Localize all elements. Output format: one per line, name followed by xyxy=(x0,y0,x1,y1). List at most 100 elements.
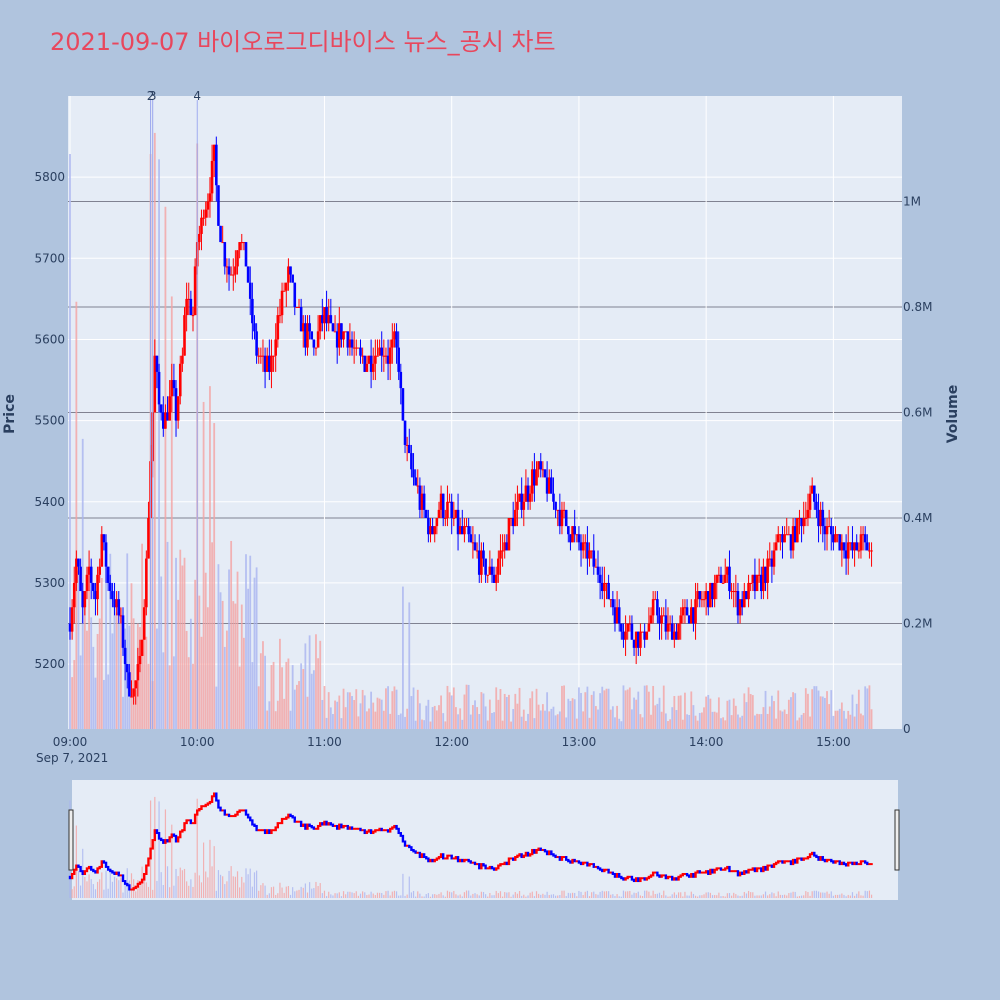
volume-bar xyxy=(792,692,794,729)
candle-body xyxy=(284,282,288,291)
mini-candle xyxy=(439,853,443,859)
candle-body xyxy=(834,534,837,543)
range-slider-left-handle[interactable] xyxy=(68,809,74,871)
candle-body xyxy=(342,331,345,340)
volume-bar xyxy=(321,699,324,729)
mini-volume-bar xyxy=(784,894,786,898)
range-slider[interactable] xyxy=(68,780,900,900)
mini-volume-bar xyxy=(790,892,792,898)
mini-volume-bar xyxy=(864,890,866,898)
mini-volume-bar xyxy=(202,842,205,898)
candle-body xyxy=(577,534,581,543)
mini-candle xyxy=(700,871,704,874)
volume-bar xyxy=(238,666,241,729)
candle-body xyxy=(136,664,140,681)
mini-volume-bar xyxy=(103,889,105,898)
mini-candle xyxy=(573,858,576,863)
mini-volume-bar xyxy=(482,891,485,898)
mini-volume-bar xyxy=(586,890,589,898)
mini-candle xyxy=(219,806,222,812)
volume-bar xyxy=(783,709,786,729)
candle-body xyxy=(89,566,93,583)
mini-volume-bar xyxy=(552,894,555,898)
volume-bar xyxy=(323,686,326,729)
mini-volume-bar xyxy=(232,876,234,898)
mini-candle xyxy=(760,867,763,873)
mini-volume-bar xyxy=(457,895,459,898)
mini-volume-bar xyxy=(243,882,245,898)
mini-candle xyxy=(238,809,241,813)
y2-tick-label: 0.4M xyxy=(903,511,932,525)
mini-volume-bar xyxy=(99,879,101,898)
volume-bar xyxy=(173,656,175,729)
mini-volume-bar xyxy=(813,890,815,898)
mini-volume-bar xyxy=(270,887,273,898)
mini-volume-bar xyxy=(478,895,480,898)
mini-candle xyxy=(603,868,606,873)
mini-candle xyxy=(787,860,791,863)
volume-bar xyxy=(90,617,93,729)
volume-bar xyxy=(395,689,398,729)
mini-volume-bar xyxy=(453,890,455,898)
mini-candle xyxy=(367,829,371,833)
mini-candle xyxy=(643,877,646,881)
candle-body xyxy=(692,607,695,624)
mini-candle xyxy=(168,836,171,843)
volume-bar xyxy=(192,663,194,729)
mini-volume-bar xyxy=(754,895,756,898)
mini-volume-bar xyxy=(550,894,552,898)
mini-volume-bar xyxy=(741,895,743,898)
volume-bar xyxy=(544,710,546,729)
mini-candle xyxy=(654,871,657,874)
volume-bar xyxy=(183,557,186,729)
candle-body xyxy=(499,550,502,559)
candle-body xyxy=(832,534,835,543)
candle-body xyxy=(229,274,233,276)
mini-candle xyxy=(346,824,349,830)
volume-bar xyxy=(372,702,375,729)
mini-volume-bar xyxy=(686,895,688,898)
volume-bar xyxy=(796,720,799,729)
volume-bar xyxy=(111,633,114,729)
mini-candle xyxy=(681,872,685,877)
volume-bar xyxy=(344,707,347,729)
candle-body xyxy=(221,242,224,244)
candle-body xyxy=(200,217,203,234)
volume-bar xyxy=(866,688,869,729)
mini-candle xyxy=(198,808,201,812)
mini-volume-bar xyxy=(436,894,438,898)
mini-candle xyxy=(263,829,267,835)
candle-body xyxy=(600,582,604,592)
volume-bar xyxy=(531,691,534,729)
candle-body xyxy=(75,558,78,583)
volume-bar xyxy=(295,684,298,729)
x-tick-label: 15:00 xyxy=(816,735,851,749)
mini-volume-bar xyxy=(266,894,268,898)
candle-body xyxy=(395,331,398,348)
mini-candle xyxy=(853,861,856,866)
mini-volume-bar xyxy=(601,890,603,898)
volume-bar xyxy=(578,687,580,729)
mini-volume-bar xyxy=(283,892,285,898)
mini-candle xyxy=(478,863,481,870)
mini-volume-bar xyxy=(499,891,502,898)
volume-bar xyxy=(754,715,756,729)
candle-body xyxy=(526,485,530,502)
candle-body xyxy=(255,331,258,356)
mini-candle xyxy=(528,853,532,857)
mini-volume-bar xyxy=(803,895,805,898)
mini-candle xyxy=(596,865,600,870)
mini-volume-bar xyxy=(794,891,796,898)
mini-candle xyxy=(123,880,127,885)
candle-body xyxy=(357,347,360,349)
mini-candle xyxy=(630,875,634,881)
y-tick-label: 5400 xyxy=(34,495,65,509)
candle-body xyxy=(422,493,426,510)
mini-candle xyxy=(728,865,731,873)
range-slider-right-handle[interactable] xyxy=(894,809,900,871)
mini-volume-bar xyxy=(311,888,313,898)
volume-bar xyxy=(431,707,434,729)
volume-bar xyxy=(380,699,383,729)
mini-volume-bar xyxy=(393,890,396,898)
